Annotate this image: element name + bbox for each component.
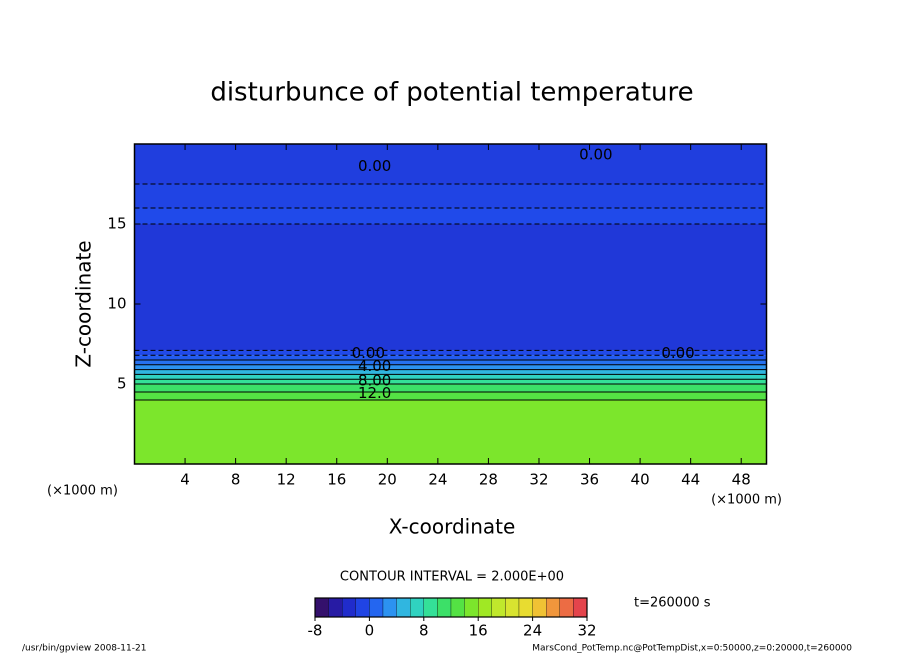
contour-interval: CONTOUR INTERVAL = 2.000E+00 <box>340 570 564 585</box>
field-band <box>134 400 767 464</box>
colorbar-tick-label: -8 <box>308 622 323 640</box>
y-axis-label: Z-coordinate <box>72 240 96 367</box>
colorbar-cell <box>314 597 329 618</box>
x-tick-label: 36 <box>580 471 599 489</box>
colorbar-tick-label: 0 <box>365 622 375 640</box>
colorbar-cell <box>546 597 560 618</box>
y-tick-label: 15 <box>107 215 126 233</box>
colorbar-cell <box>410 597 424 618</box>
x-tick-label: 8 <box>231 471 241 489</box>
colorbar-cell <box>559 597 574 618</box>
x-tick-label: 20 <box>378 471 397 489</box>
contour-label: 0.00 <box>579 146 612 164</box>
colorbar-cell <box>423 597 438 618</box>
colorbar-cell <box>369 597 384 618</box>
chart-title: disturbunce of potential temperature <box>210 78 693 108</box>
field-band <box>134 379 767 384</box>
field-band <box>134 392 767 400</box>
colorbar-tick-label: 32 <box>577 622 596 640</box>
colorbar-cell <box>450 597 465 618</box>
x-tick-label: 12 <box>277 471 296 489</box>
x-tick-label: 32 <box>529 471 548 489</box>
colorbar-cell <box>328 597 343 618</box>
colorbar-cell <box>505 597 520 618</box>
footer-left: /usr/bin/gpview 2008-11-21 <box>22 644 146 654</box>
contour-label: 8.00 <box>358 371 391 389</box>
footer-right: MarsCond_PotTemp.nc@PotTempDist,x=0:5000… <box>532 644 852 654</box>
colorbar-cell <box>478 597 492 618</box>
contour-label: 12.0 <box>358 384 391 402</box>
x-tick-label: 4 <box>180 471 190 489</box>
x-tick-label: 40 <box>631 471 650 489</box>
field-band <box>134 208 767 224</box>
colorbar-cell <box>355 597 370 618</box>
field-band <box>134 350 767 356</box>
contour-label: 4.00 <box>358 357 391 375</box>
y-unit-label: (×1000 m) <box>47 484 118 499</box>
x-tick-label: 44 <box>681 471 700 489</box>
x-tick-label: 48 <box>732 471 751 489</box>
contour-label: 0.00 <box>661 344 694 362</box>
field-band <box>134 224 767 351</box>
colorbar-cell <box>518 597 533 618</box>
field-band <box>134 355 767 360</box>
time-label: t=260000 s <box>634 596 711 611</box>
x-axis-label: X-coordinate <box>389 515 516 539</box>
x-tick-label: 16 <box>327 471 346 489</box>
field-band <box>134 184 767 208</box>
x-unit-label: (×1000 m) <box>711 493 782 508</box>
field-band <box>134 144 767 184</box>
colorbar-cell <box>382 597 397 618</box>
field-band <box>134 360 767 365</box>
colorbar-tick-label: 8 <box>419 622 429 640</box>
colorbar-cell <box>532 597 547 618</box>
colorbar-cell <box>342 597 356 618</box>
colorbar-cell <box>573 597 588 618</box>
colorbar-cell <box>396 597 411 618</box>
colorbar-tick-label: 16 <box>469 622 488 640</box>
colorbar-cell <box>491 597 506 618</box>
field-band <box>134 364 767 370</box>
colorbar-tick-label: 24 <box>523 622 542 640</box>
x-tick-label: 24 <box>428 471 447 489</box>
field-band <box>134 374 767 380</box>
colorbar-frame <box>314 597 588 618</box>
contour-label: 0.00 <box>352 344 385 362</box>
colorbar-cell <box>437 597 452 618</box>
x-tick-label: 28 <box>479 471 498 489</box>
field-band <box>134 384 767 392</box>
field-band <box>134 369 767 375</box>
y-tick-label: 10 <box>107 295 126 313</box>
y-tick-label: 5 <box>117 375 127 393</box>
colorbar-cell <box>464 597 479 618</box>
contour-label: 0.00 <box>358 157 391 175</box>
